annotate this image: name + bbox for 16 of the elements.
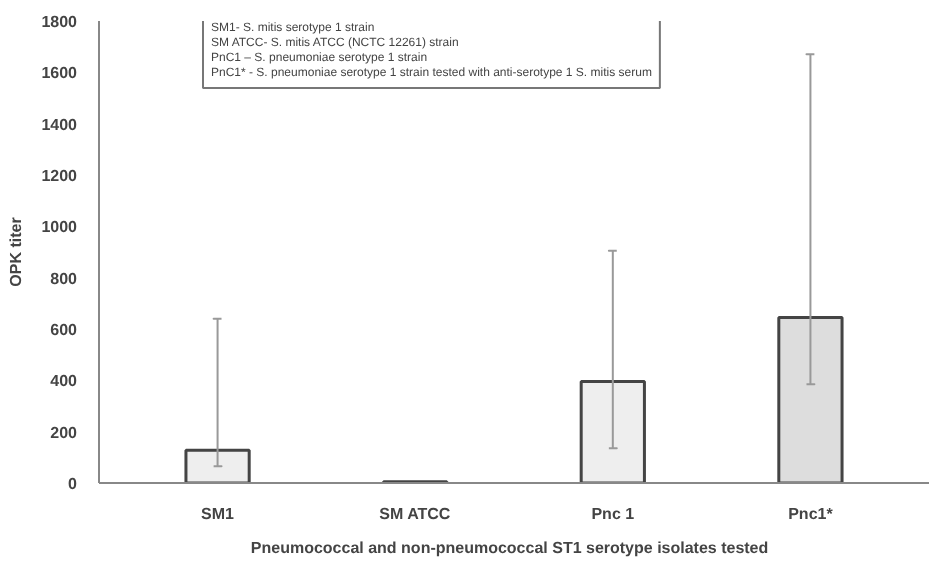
x-tick-label: Pnc 1 (591, 505, 636, 523)
x-tick-label: SM ATCC (379, 505, 451, 523)
y-tick-label: 200 (50, 423, 79, 442)
x-axis-title: Pneumococcal and non-pneumococcal ST1 serotype isolates tested (250, 539, 769, 557)
y-tick-label: 400 (50, 372, 79, 391)
y-tick-label: 0 (68, 475, 79, 493)
y-tick-label: 800 (50, 269, 79, 288)
x-tick-label: SM1 (201, 505, 236, 523)
y-tick-label: 600 (50, 321, 79, 339)
x-tick-label: Pnc1* (788, 505, 835, 523)
y-tick-label: 1800 (41, 13, 79, 31)
y-tick-label: 1000 (41, 218, 79, 237)
y-tick-label: 1600 (41, 64, 79, 83)
y-tick-label: 1400 (41, 115, 79, 134)
y-tick-label: 1200 (41, 167, 79, 185)
y-axis-title: OPK titer (7, 217, 26, 287)
